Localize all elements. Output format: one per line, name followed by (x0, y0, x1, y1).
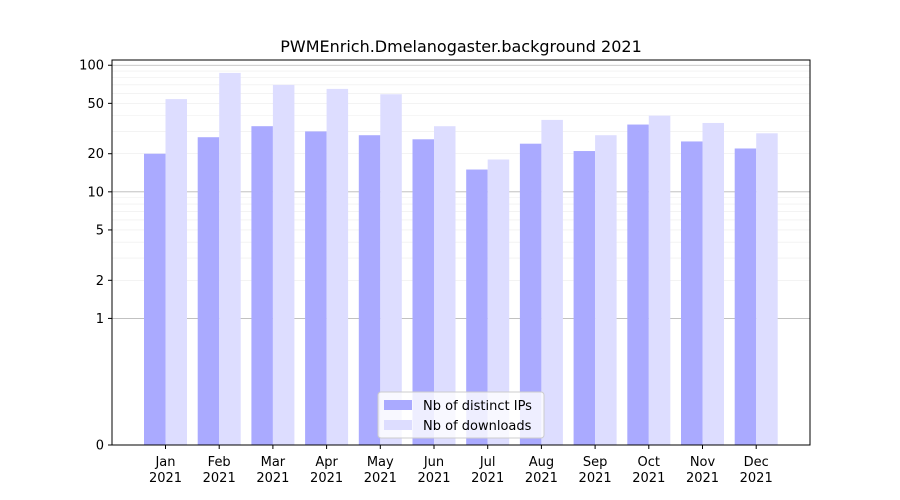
x-tick-label: Mar (261, 455, 286, 470)
x-tick-label: Sep (583, 455, 608, 470)
bar-ips (251, 126, 273, 446)
x-tick-label: Nov (690, 455, 716, 470)
x-tick-label: 2021 (525, 471, 558, 486)
x-tick-label: 2021 (256, 471, 289, 486)
bar-ips (627, 124, 649, 445)
x-tick-label: 2021 (471, 471, 504, 486)
x-tick-label: Feb (208, 455, 231, 470)
chart-title: PWMEnrich.Dmelanogaster.background 2021 (280, 37, 642, 56)
bar-downloads (219, 72, 241, 446)
x-tick-label: 2021 (364, 471, 397, 486)
x-tick-label: 2021 (149, 471, 182, 486)
x-tick-label: May (367, 455, 394, 470)
x-tick-label: Jul (479, 455, 496, 470)
y-tick-label: 10 (87, 185, 104, 200)
bar-downloads (487, 159, 510, 445)
legend-box (377, 391, 545, 439)
y-tick-label: 100 (79, 59, 104, 74)
bar-downloads (326, 88, 349, 445)
bar-ips (305, 131, 327, 445)
bar-ips (358, 135, 381, 445)
x-tick-label: 2021 (417, 471, 450, 486)
bar-downloads (380, 94, 402, 446)
x-tick-label: Jan (154, 455, 175, 470)
plot-frame (111, 59, 811, 446)
x-tick-label: Dec (744, 455, 769, 470)
bar-downloads (165, 99, 187, 445)
y-tick-label: 5 (96, 223, 104, 238)
legend-label: Nb of distinct IPs (423, 399, 532, 414)
x-tick-label: 2021 (579, 471, 612, 486)
bar-downloads (541, 119, 563, 445)
bar-ips (466, 169, 488, 445)
x-tick-label: 2021 (310, 471, 343, 486)
legend: Nb of distinct IPs Nb of downloads (377, 391, 545, 439)
x-tick-label: 2021 (740, 471, 773, 486)
x-axis: Jan2021Feb2021Mar2021Apr2021May2021Jun20… (149, 445, 773, 486)
x-tick-label: 2021 (203, 471, 236, 486)
y-tick-label: 50 (87, 97, 104, 112)
x-tick-label: 2021 (686, 471, 719, 486)
bar-downloads (434, 126, 456, 446)
bar-downloads (595, 135, 617, 445)
bar-ips (144, 153, 166, 446)
legend-swatch (384, 400, 412, 410)
bar-ips (681, 141, 703, 445)
y-tick-label: 2 (96, 274, 104, 289)
x-tick-label: Oct (638, 455, 660, 470)
x-tick-label: Jun (423, 455, 444, 470)
bar-ips (734, 148, 757, 445)
bar-ips (519, 143, 542, 445)
bar-ips (412, 139, 434, 445)
bar-ips (197, 137, 220, 446)
bar-downloads (702, 122, 724, 445)
bars (144, 72, 778, 446)
y-axis: 0 1 2 5 10 20 50 100 (79, 59, 112, 454)
bar-ips (573, 151, 596, 445)
x-tick-label: 2021 (632, 471, 665, 486)
bar-downloads (648, 115, 671, 445)
y-tick-label: 1 (96, 312, 104, 327)
x-tick-label: Aug (529, 455, 554, 470)
bar-downloads (272, 84, 295, 445)
legend-swatch (384, 420, 412, 430)
y-tick-label: 20 (87, 147, 104, 162)
bar-downloads (756, 133, 778, 445)
legend-label: Nb of downloads (423, 419, 532, 434)
y-tick-label: 0 (96, 439, 104, 454)
x-tick-label: Apr (315, 455, 338, 470)
